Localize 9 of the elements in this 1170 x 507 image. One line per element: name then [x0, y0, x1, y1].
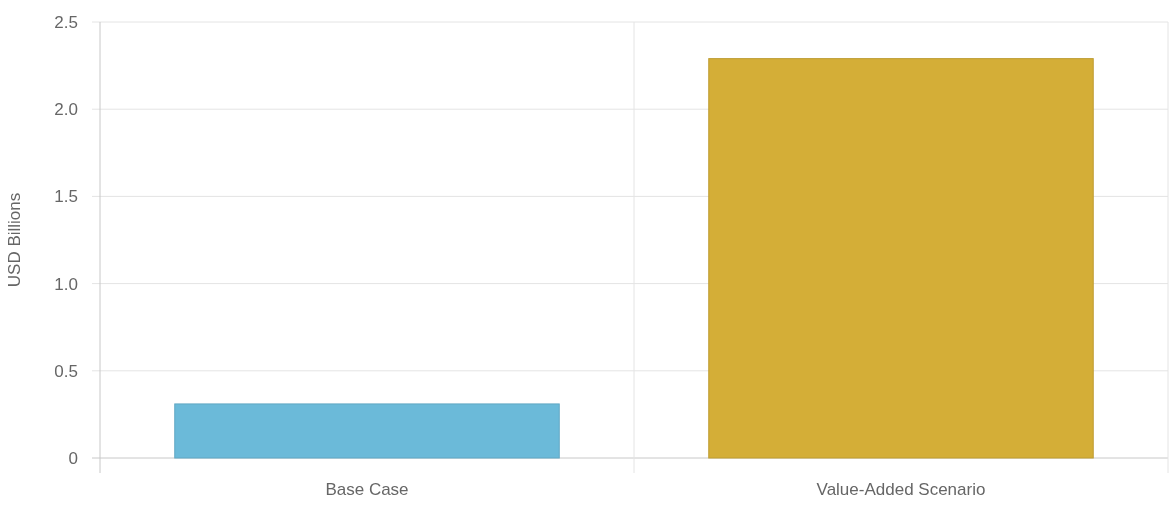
y-tick-label: 2.5	[54, 12, 78, 32]
y-tick-label: 0.5	[54, 361, 78, 381]
x-tick-label: Base Case	[325, 480, 409, 499]
y-tick-label: 2.0	[54, 100, 78, 120]
y-tick-label: 0	[68, 448, 78, 468]
x-tick-label: Value-Added Scenario	[816, 480, 986, 499]
y-axis-title: USD Billions	[5, 192, 24, 288]
y-tick-label: 1.5	[54, 187, 78, 207]
y-tick-label: 1.0	[54, 274, 78, 294]
